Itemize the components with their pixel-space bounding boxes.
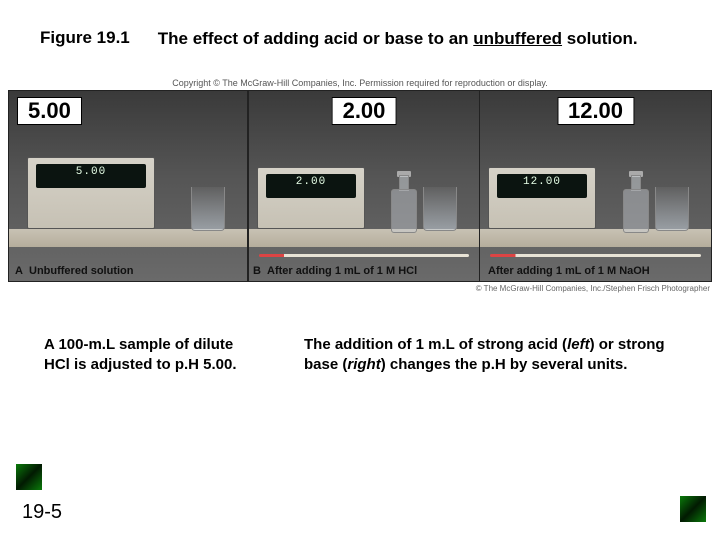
reagent-bottle-b: [391, 171, 417, 233]
ph-label-c: 12.00: [557, 97, 634, 125]
description-row: A 100-m.L sample of dilute HCl is adjust…: [0, 293, 720, 374]
bench: [249, 229, 479, 247]
photo-row: 5.00 5.00 Unbuffered solution 2.00 2.00 …: [0, 90, 720, 282]
nav-next-button[interactable]: [680, 496, 706, 522]
beaker-c: [655, 187, 689, 231]
nav-prev-button[interactable]: [16, 464, 42, 490]
figure-title: The effect of adding acid or base to an …: [158, 28, 638, 50]
panel-c-caption: After adding 1 mL of 1 M NaOH: [488, 265, 650, 277]
ph-label-b: 2.00: [332, 97, 397, 125]
ph-label-a: 5.00: [17, 97, 82, 125]
pipette-b: [259, 254, 469, 257]
photo-credit: © The McGraw-Hill Companies, Inc./Stephe…: [0, 282, 720, 293]
pipette-c: [490, 254, 701, 257]
panel-c: 12.00 12.00 After adding 1 mL of 1 M NaO…: [480, 90, 712, 282]
panel-b-caption: After adding 1 mL of 1 M HCl: [267, 265, 417, 277]
ph-meter-c: 12.00: [488, 167, 596, 229]
reagent-bottle-c: [623, 171, 649, 233]
ph-meter-b: 2.00: [257, 167, 365, 229]
panel-a: 5.00 5.00 Unbuffered solution: [8, 90, 248, 282]
bench: [9, 229, 247, 247]
meter-readout-a: 5.00: [40, 166, 142, 186]
description-right: The addition of 1 m.L of strong acid (le…: [304, 335, 684, 374]
panel-b: 2.00 2.00 After adding 1 mL of 1 M HCl: [248, 90, 480, 282]
description-left: A 100-m.L sample of dilute HCl is adjust…: [44, 335, 244, 374]
beaker-a: [191, 187, 225, 231]
slide-number: 19-5: [22, 501, 62, 524]
panel-a-caption: Unbuffered solution: [29, 265, 134, 277]
ph-meter-a: 5.00: [27, 157, 155, 229]
meter-readout-c: 12.00: [501, 176, 583, 196]
figure-header: Figure 19.1 The effect of adding acid or…: [0, 0, 720, 50]
beaker-b: [423, 187, 457, 231]
bench: [480, 229, 711, 247]
figure-number: Figure 19.1: [40, 28, 130, 50]
meter-readout-b: 2.00: [270, 176, 352, 196]
copyright-text: Copyright © The McGraw-Hill Companies, I…: [0, 78, 720, 88]
